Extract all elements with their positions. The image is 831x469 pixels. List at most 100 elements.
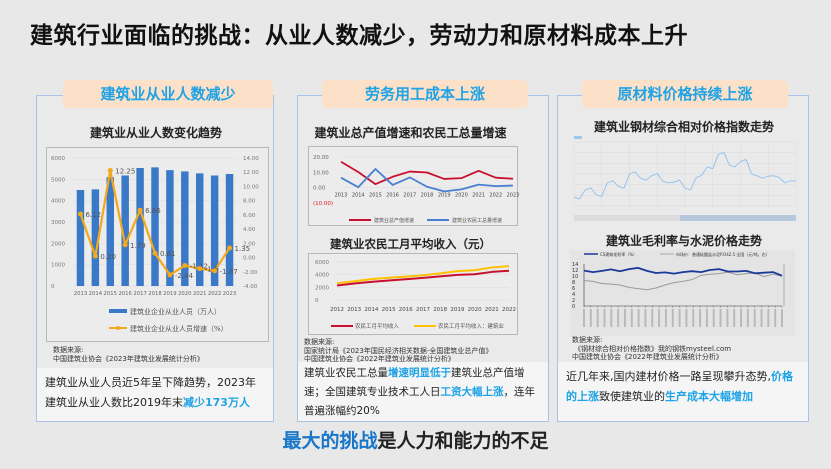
svg-text:0.61: 0.61	[160, 250, 176, 258]
svg-text:2018: 2018	[421, 193, 434, 199]
svg-text:4.00: 4.00	[243, 227, 256, 233]
chart-title-cement: 建筑业毛利率与水泥价格走势	[605, 234, 762, 248]
svg-text:1.35: 1.35	[235, 245, 251, 253]
chart-title-workforce: 建筑业从业人数变化趋势	[89, 126, 222, 140]
svg-text:2013: 2013	[74, 291, 87, 297]
svg-text:2021: 2021	[193, 291, 206, 297]
svg-text:6: 6	[572, 286, 575, 292]
svg-text:2013: 2013	[347, 307, 361, 313]
panel-tag-labor-cost: 劳务用工成本上涨	[322, 80, 528, 108]
svg-text:0: 0	[572, 304, 575, 310]
svg-text:2: 2	[572, 298, 575, 304]
svg-text:10.00: 10.00	[313, 170, 329, 176]
svg-text:1000: 1000	[51, 263, 65, 269]
svg-text:2015: 2015	[104, 291, 117, 297]
svg-text:0.20: 0.20	[100, 253, 116, 261]
svg-text:2017: 2017	[416, 307, 430, 313]
svg-text:2017: 2017	[133, 291, 146, 297]
svg-text:8.00: 8.00	[243, 199, 256, 205]
svg-text:14: 14	[572, 262, 578, 268]
svg-text:2021: 2021	[472, 193, 485, 199]
conclusion-banner: 最大的挑战是人力和能力的不足	[282, 430, 549, 452]
svg-text:2018: 2018	[148, 291, 162, 297]
svg-text:2023: 2023	[223, 291, 236, 297]
svg-text:建筑业总产值增速: 建筑业总产值增速	[374, 217, 414, 224]
svg-text:2014: 2014	[89, 291, 103, 297]
income-line-chart: 0 2000 4000 6000 2012 2013 2014 2015 2016 2017 201…	[315, 260, 516, 330]
svg-text:(10.00): (10.00)	[313, 201, 333, 207]
svg-text:2018: 2018	[433, 307, 447, 313]
svg-text:2014: 2014	[364, 307, 378, 313]
svg-text:4: 4	[572, 292, 575, 298]
svg-text:2016: 2016	[399, 307, 413, 313]
svg-text:4000: 4000	[51, 199, 65, 205]
svg-text:12.00: 12.00	[243, 170, 259, 176]
chart-title-growth: 建筑业总产值增速和农民工总量增速	[314, 126, 507, 140]
description-materials: 近几年来,国内建材价格一路呈现攀升态势,价格的上涨致使建筑业的生产成本大幅增加	[558, 362, 808, 421]
svg-text:6000: 6000	[51, 156, 65, 162]
chart-growth: (10.00) 0.00 10.00 20.00 2013 2014 2015 2016 201…	[308, 146, 519, 226]
svg-text:建筑业企业从业人员增速（%）: 建筑业企业从业人员增速（%）	[130, 324, 228, 333]
svg-text:2020: 2020	[455, 193, 468, 199]
svg-text:12: 12	[572, 268, 578, 274]
svg-text:农民工月平均收入：建筑业: 农民工月平均收入：建筑业	[438, 322, 505, 330]
svg-text:2015: 2015	[382, 307, 396, 313]
svg-text:2015: 2015	[369, 193, 382, 199]
description-labor-cost: 建筑业农民工总量增速明显低于建筑业总产值增速；全国建筑专业技术工人日工资大幅上涨…	[298, 362, 548, 421]
svg-text:2014: 2014	[352, 193, 365, 199]
svg-text:6.12: 6.12	[85, 211, 101, 219]
chart-title-income: 建筑业农民工月平均收入（元）	[330, 237, 491, 251]
svg-text:2017: 2017	[403, 193, 416, 199]
description-workforce: 建筑业从业人员近5年呈下降趋势，2023年建筑业从业人数比2019年末减少173…	[37, 368, 273, 421]
svg-text:CS建筑毛利率（%）: CS建筑毛利率（%）	[600, 251, 637, 257]
svg-text:10: 10	[572, 274, 578, 280]
workforce-combo-chart: 0 1000 2000 3000 4000 5000 6000 -4.00 -2.00 0.00 2…	[51, 156, 259, 333]
svg-text:0.00: 0.00	[313, 186, 326, 192]
margin-cement-chart: CS建筑毛利率（%） 市场价：普通硅酸盐水泥P.O42.5 全国（元/吨，右） 02…	[572, 251, 785, 327]
svg-text:6000: 6000	[315, 260, 329, 266]
svg-text:2016: 2016	[386, 193, 399, 199]
svg-text:农民工月平均收入: 农民工月平均收入	[355, 322, 400, 330]
steel-index-chart	[573, 136, 797, 221]
svg-text:12.25: 12.25	[115, 167, 135, 175]
svg-text:0: 0	[315, 298, 319, 304]
svg-text:14.00: 14.00	[243, 156, 259, 162]
svg-text:2016: 2016	[118, 291, 132, 297]
svg-text:2.00: 2.00	[243, 241, 256, 247]
svg-text:2012: 2012	[330, 307, 344, 313]
source-note: 数据来源: 中国建筑业协会《2023年建筑业发展统计分析》	[53, 346, 204, 363]
svg-text:2021: 2021	[485, 307, 499, 313]
chart-steel	[570, 136, 800, 226]
chart-workforce: 0 1000 2000 3000 4000 5000 6000 -4.00 -2.00 0.00 2…	[46, 147, 269, 342]
svg-text:2019: 2019	[163, 291, 176, 297]
svg-text:6.00: 6.00	[243, 213, 256, 219]
chart-cement: CS建筑毛利率（%） 市场价：普通硅酸盐水泥P.O42.5 全国（元/吨，右） 0 2…	[570, 250, 795, 336]
svg-text:2022: 2022	[489, 193, 502, 199]
svg-text:3000: 3000	[51, 220, 65, 226]
panel-labor-cost: 劳务用工成本上涨 建筑业总产值增速和农民工总量增速 (10.00) 0.00 10.…	[297, 80, 549, 422]
svg-text:-2.44: -2.44	[175, 272, 194, 280]
svg-text:5000: 5000	[51, 177, 65, 183]
chart-title-steel: 建筑业钢材综合相对价格指数走势	[593, 120, 774, 134]
svg-text:-4.00: -4.00	[243, 284, 258, 290]
svg-text:2022: 2022	[502, 307, 516, 313]
panel-tag-workforce: 建筑业从业人数减少	[63, 80, 273, 108]
svg-text:市场价：普通硅酸盐水泥P.O42.5 全国（元/吨，右）: 市场价：普通硅酸盐水泥P.O42.5 全国（元/吨，右）	[676, 251, 770, 257]
svg-text:2022: 2022	[208, 291, 221, 297]
svg-text:2013: 2013	[335, 193, 348, 199]
svg-text:-1.5: -1.5	[205, 266, 219, 274]
growth-line-chart: (10.00) 0.00 10.00 20.00 2013 2014 2015 2016 201…	[313, 155, 519, 224]
svg-text:2000: 2000	[315, 285, 329, 291]
svg-text:8: 8	[572, 280, 575, 286]
page-title: 建筑行业面临的挑战：从业人数减少，劳动力和原材料成本上升	[30, 23, 688, 49]
panel-tag-materials: 原材料价格持续上涨	[582, 80, 788, 108]
panel-materials: 原材料价格持续上涨 建筑业钢材综合相对价格指数走势 建筑业毛利率与水泥价格走势 …	[557, 80, 809, 422]
svg-text:20.00: 20.00	[313, 155, 329, 161]
source-note: 数据来源: 国家统计局《2023年国民经济相关数据-全国建筑业总产值》 中国建筑…	[304, 338, 493, 363]
svg-text:2000: 2000	[51, 241, 65, 247]
svg-text:-1.87: -1.87	[220, 268, 238, 276]
svg-text:10.00: 10.00	[243, 184, 259, 190]
svg-text:4000: 4000	[315, 273, 329, 279]
svg-text:建筑业企业从业人员（万人）: 建筑业企业从业人员（万人）	[130, 307, 221, 316]
svg-text:0.00: 0.00	[243, 256, 256, 262]
